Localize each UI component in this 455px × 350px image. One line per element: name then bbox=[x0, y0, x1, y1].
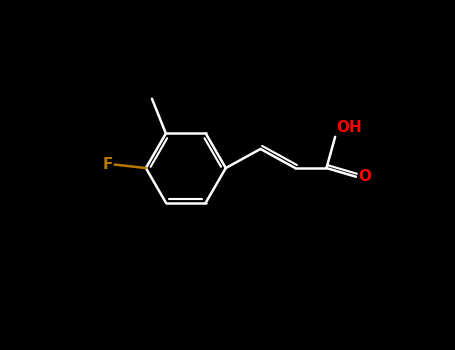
Text: OH: OH bbox=[337, 120, 362, 135]
Text: F: F bbox=[102, 157, 113, 172]
Text: O: O bbox=[359, 169, 372, 184]
